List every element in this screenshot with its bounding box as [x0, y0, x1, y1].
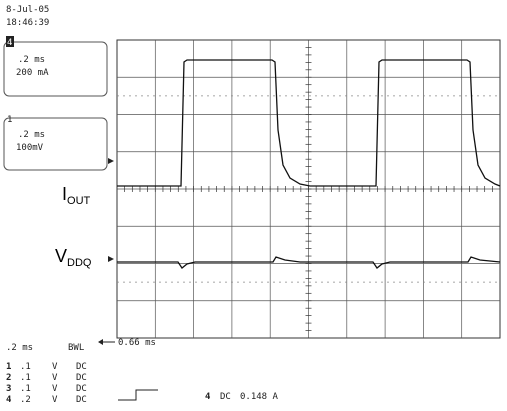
channel-field: 1	[6, 362, 11, 372]
label-sub: OUT	[67, 195, 91, 207]
timebase: .2 ms	[6, 343, 33, 353]
trigger-symbol	[118, 389, 158, 401]
channel-field: DC	[76, 395, 87, 405]
channel-number: 4	[7, 38, 12, 48]
trigger-level: 0.148 A	[240, 392, 279, 402]
scale: 100mV	[16, 143, 44, 153]
channel-tag	[6, 36, 14, 47]
current-trace	[117, 59, 501, 187]
channel-field: DC	[76, 362, 87, 372]
channel-field: .1	[20, 373, 31, 383]
channel-field: DC	[76, 373, 87, 383]
label-sub: DDQ	[67, 257, 92, 269]
channel-field: 4	[6, 395, 12, 405]
channel-box	[3, 41, 108, 97]
channel-field: 2	[6, 373, 11, 383]
scale: 200 mA	[16, 68, 49, 78]
channel-field: 3	[6, 384, 11, 394]
label-main: V	[55, 246, 67, 266]
channel-list: 1 .1 V DC 2 .1 V DC 3 .1 V DC 4 .2 V DC	[6, 362, 87, 405]
marker	[108, 256, 114, 262]
channel-box	[3, 117, 108, 171]
trace-label: VDDQ	[55, 246, 92, 269]
marker	[108, 158, 114, 164]
channel-field: .1	[20, 362, 31, 372]
voltage-trace	[117, 256, 501, 269]
trigger-channel: 4	[205, 392, 211, 402]
channel-field: DC	[76, 384, 87, 394]
time: 18:46:39	[6, 18, 49, 28]
channel-field: V	[52, 395, 58, 405]
delay: 0.66 ms	[118, 338, 156, 348]
channel-field: V	[52, 384, 58, 394]
timebase: .2 ms	[18, 130, 45, 140]
label-main: I	[62, 184, 67, 204]
graticule	[116, 39, 501, 339]
date: 8-Jul-05	[6, 5, 49, 15]
timebase: .2 ms	[18, 55, 45, 65]
trace-label: IOUT	[62, 184, 91, 207]
arrow-head	[98, 339, 103, 345]
channel-field: V	[52, 373, 58, 383]
channel-number: 1	[7, 115, 12, 125]
bandwidth: BWL	[68, 343, 84, 353]
trigger-coupling: DC	[220, 392, 231, 402]
channel-field: V	[52, 362, 58, 372]
channel-field: .1	[20, 384, 31, 394]
channel-field: .2	[20, 395, 31, 405]
